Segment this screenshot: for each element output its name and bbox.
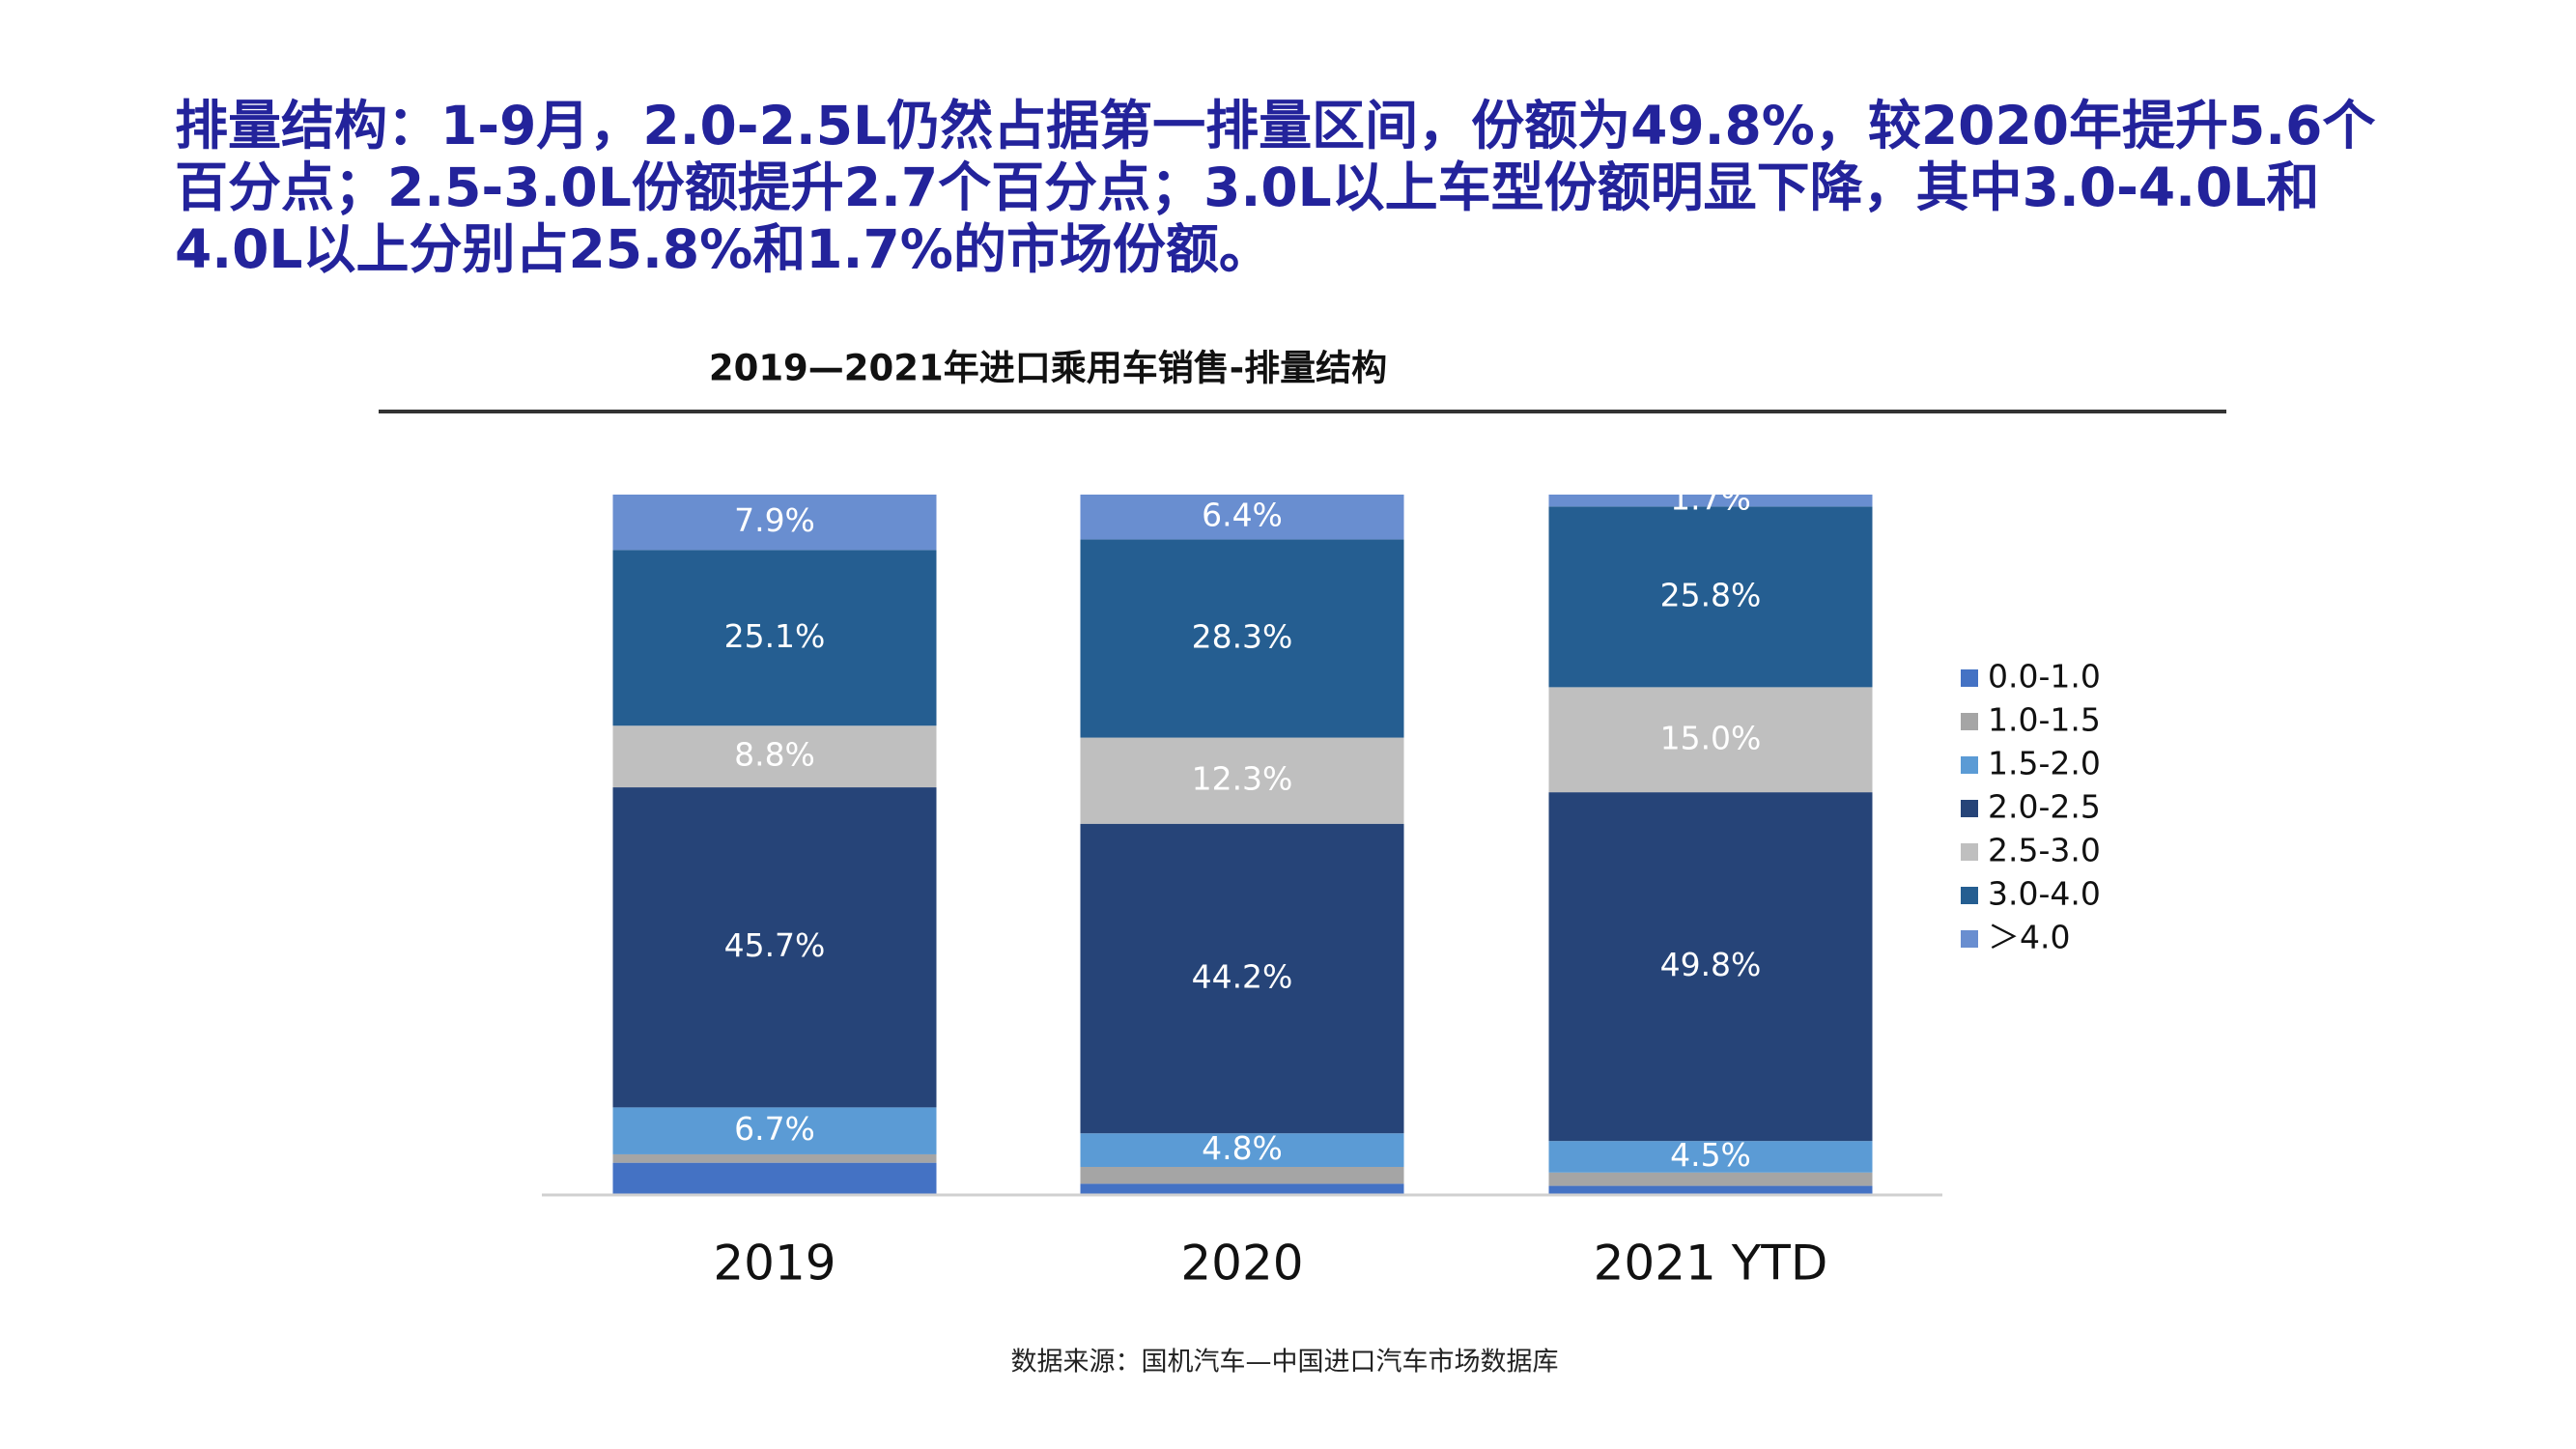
bar-segment <box>612 1162 937 1195</box>
legend-label: ＞4.0 <box>1988 919 2070 956</box>
data-label: 15.0% <box>1660 719 1762 756</box>
legend-label: 2.0-2.5 <box>1988 788 2101 826</box>
bar-segment <box>1080 495 1404 540</box>
bar-segment <box>1080 539 1404 738</box>
x-tick-label: 2020 <box>1180 1236 1303 1292</box>
legend-swatch <box>1961 800 1978 817</box>
bar-segment <box>1548 506 1873 688</box>
x-tick-label: 2021 YTD <box>1594 1236 1828 1292</box>
data-label: 28.3% <box>1192 617 1293 655</box>
legend-label: 0.0-1.0 <box>1988 658 2101 696</box>
bar-segment <box>612 550 937 726</box>
bar-segment <box>1548 687 1873 793</box>
bar-segment <box>612 1153 937 1163</box>
bar-segment <box>1548 1141 1873 1173</box>
bar-segment <box>1548 792 1873 1142</box>
bar-segment <box>612 725 937 788</box>
bar-segment <box>1548 1172 1873 1186</box>
data-label: 6.7% <box>734 1110 815 1148</box>
data-label: 25.8% <box>1660 576 1762 613</box>
bar-segment <box>1080 1133 1404 1167</box>
legend-swatch <box>1961 930 1978 948</box>
bar-segment <box>1080 1183 1404 1195</box>
legend-swatch <box>1961 843 1978 861</box>
data-label: 8.8% <box>734 736 815 774</box>
legend-swatch <box>1961 756 1978 774</box>
legend-swatch <box>1961 887 1978 904</box>
data-label: 12.3% <box>1192 760 1293 798</box>
legend-label: 2.5-3.0 <box>1988 832 2101 869</box>
data-label: 45.7% <box>724 926 826 964</box>
data-label: 25.1% <box>724 617 826 655</box>
bar-segment <box>1080 737 1404 824</box>
data-label: 1.7% <box>1670 480 1751 518</box>
legend-label: 3.0-4.0 <box>1988 875 2101 913</box>
bar-segment <box>1080 823 1404 1134</box>
data-label: 4.8% <box>1202 1129 1283 1167</box>
legend-label: 1.5-2.0 <box>1988 745 2101 782</box>
legend-label: 1.0-1.5 <box>1988 701 2101 739</box>
bar-segment <box>1080 1167 1404 1184</box>
x-tick-label: 2019 <box>713 1236 835 1292</box>
data-label: 44.2% <box>1192 957 1293 995</box>
data-label: 6.4% <box>1202 497 1283 534</box>
chart-title: 2019—2021年进口乘用车销售-排量结构 <box>709 348 1387 389</box>
bar-segment <box>1548 1185 1873 1195</box>
data-label: 7.9% <box>734 501 815 539</box>
headline: 排量结构：1-9月，2.0-2.5L仍然占据第一排量区间，份额为49.8%，较2… <box>175 95 2376 280</box>
bar-segment <box>612 1107 937 1154</box>
legend-swatch <box>1961 713 1978 730</box>
bar-segment <box>1548 495 1873 507</box>
data-label: 49.8% <box>1660 946 1762 983</box>
legend-swatch <box>1961 669 1978 687</box>
data-label: 4.5% <box>1670 1136 1751 1174</box>
bar-segment <box>612 495 937 551</box>
bar-segment <box>612 787 937 1108</box>
source-note: 数据来源：国机汽车—中国进口汽车市场数据库 <box>1011 1348 1559 1378</box>
